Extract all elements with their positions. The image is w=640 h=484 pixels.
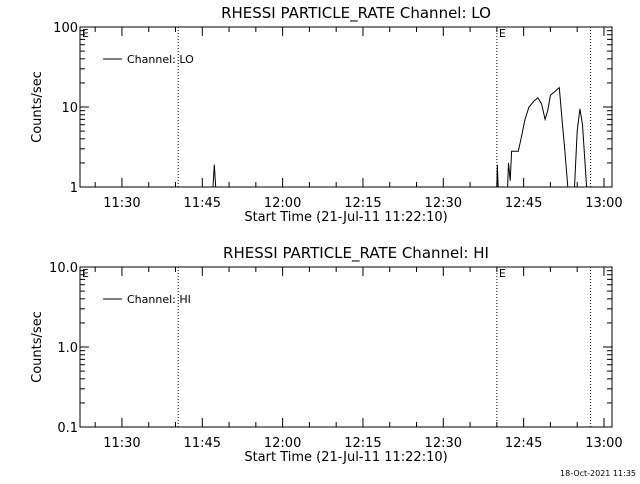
panel-1-series-line [212,164,217,188]
panel-1-x-tick-label: 12:15 [344,196,381,211]
panel-2-x-tick-label: 11:30 [103,436,140,451]
panel-2-x-tick-label: 13:00 [585,436,622,451]
panel-2-plot-frame [79,266,613,428]
panel-2-chart-title: RHESSI PARTICLE_RATE Channel: HI [223,244,489,263]
panel-1-y-axis-label: Counts/sec [30,71,45,143]
panel-1-chart-title: RHESSI PARTICLE_RATE Channel: LO [221,4,491,23]
panel-2-corner-marker-label: E [82,267,89,280]
panel-1-x-tick-label: 12:45 [505,196,542,211]
panel-1-y-tick-label: 100 [53,21,78,36]
panel-1-x-tick-label: 12:30 [425,196,462,211]
panel-2-x-tick-label: 12:45 [505,436,542,451]
panel-2-x-axis-label: Start Time (21-Jul-11 11:22:10) [244,450,447,465]
panel-2-event-marker-label: E [499,267,506,280]
panel-1-x-tick-label: 11:45 [184,196,221,211]
panel-1-event-marker-label: E [499,27,506,40]
panel-2-y-tick-label: 1.0 [57,341,78,356]
panel-1-series-line [507,86,569,188]
panel-1-x-tick-label: 13:00 [585,196,622,211]
panel-1-x-axis-label: Start Time (21-Jul-11 11:22:10) [244,210,447,225]
panel-1-y-tick-label: 1 [70,181,78,196]
panel-2-x-tick-label: 12:30 [425,436,462,451]
panel-1-series-line [496,164,499,188]
panel-1-legend-entry: Channel: LO [127,53,194,66]
panel-2-x-tick-label: 11:45 [184,436,221,451]
panel-1-y-tick-label: 10 [61,101,78,116]
panel-1-x-tick-label: 12:00 [264,196,301,211]
panel-2-y-tick-label: 0.1 [57,421,78,436]
panel-2-legend-entry: Channel: HI [127,293,191,306]
panel-1-plot-frame [79,26,613,188]
panel-2-x-tick-label: 12:15 [344,436,381,451]
panel-1-x-tick-label: 11:30 [103,196,140,211]
panel-1-corner-marker-label: E [82,27,89,40]
footer-timestamp: 18-Oct-2021 11:35 [560,469,636,478]
panel-1-series-line [574,108,588,188]
panel-2-x-tick-label: 12:00 [264,436,301,451]
panel-2-y-axis-label: Counts/sec [30,311,45,383]
panel-2-y-tick-label: 10.0 [49,261,78,276]
